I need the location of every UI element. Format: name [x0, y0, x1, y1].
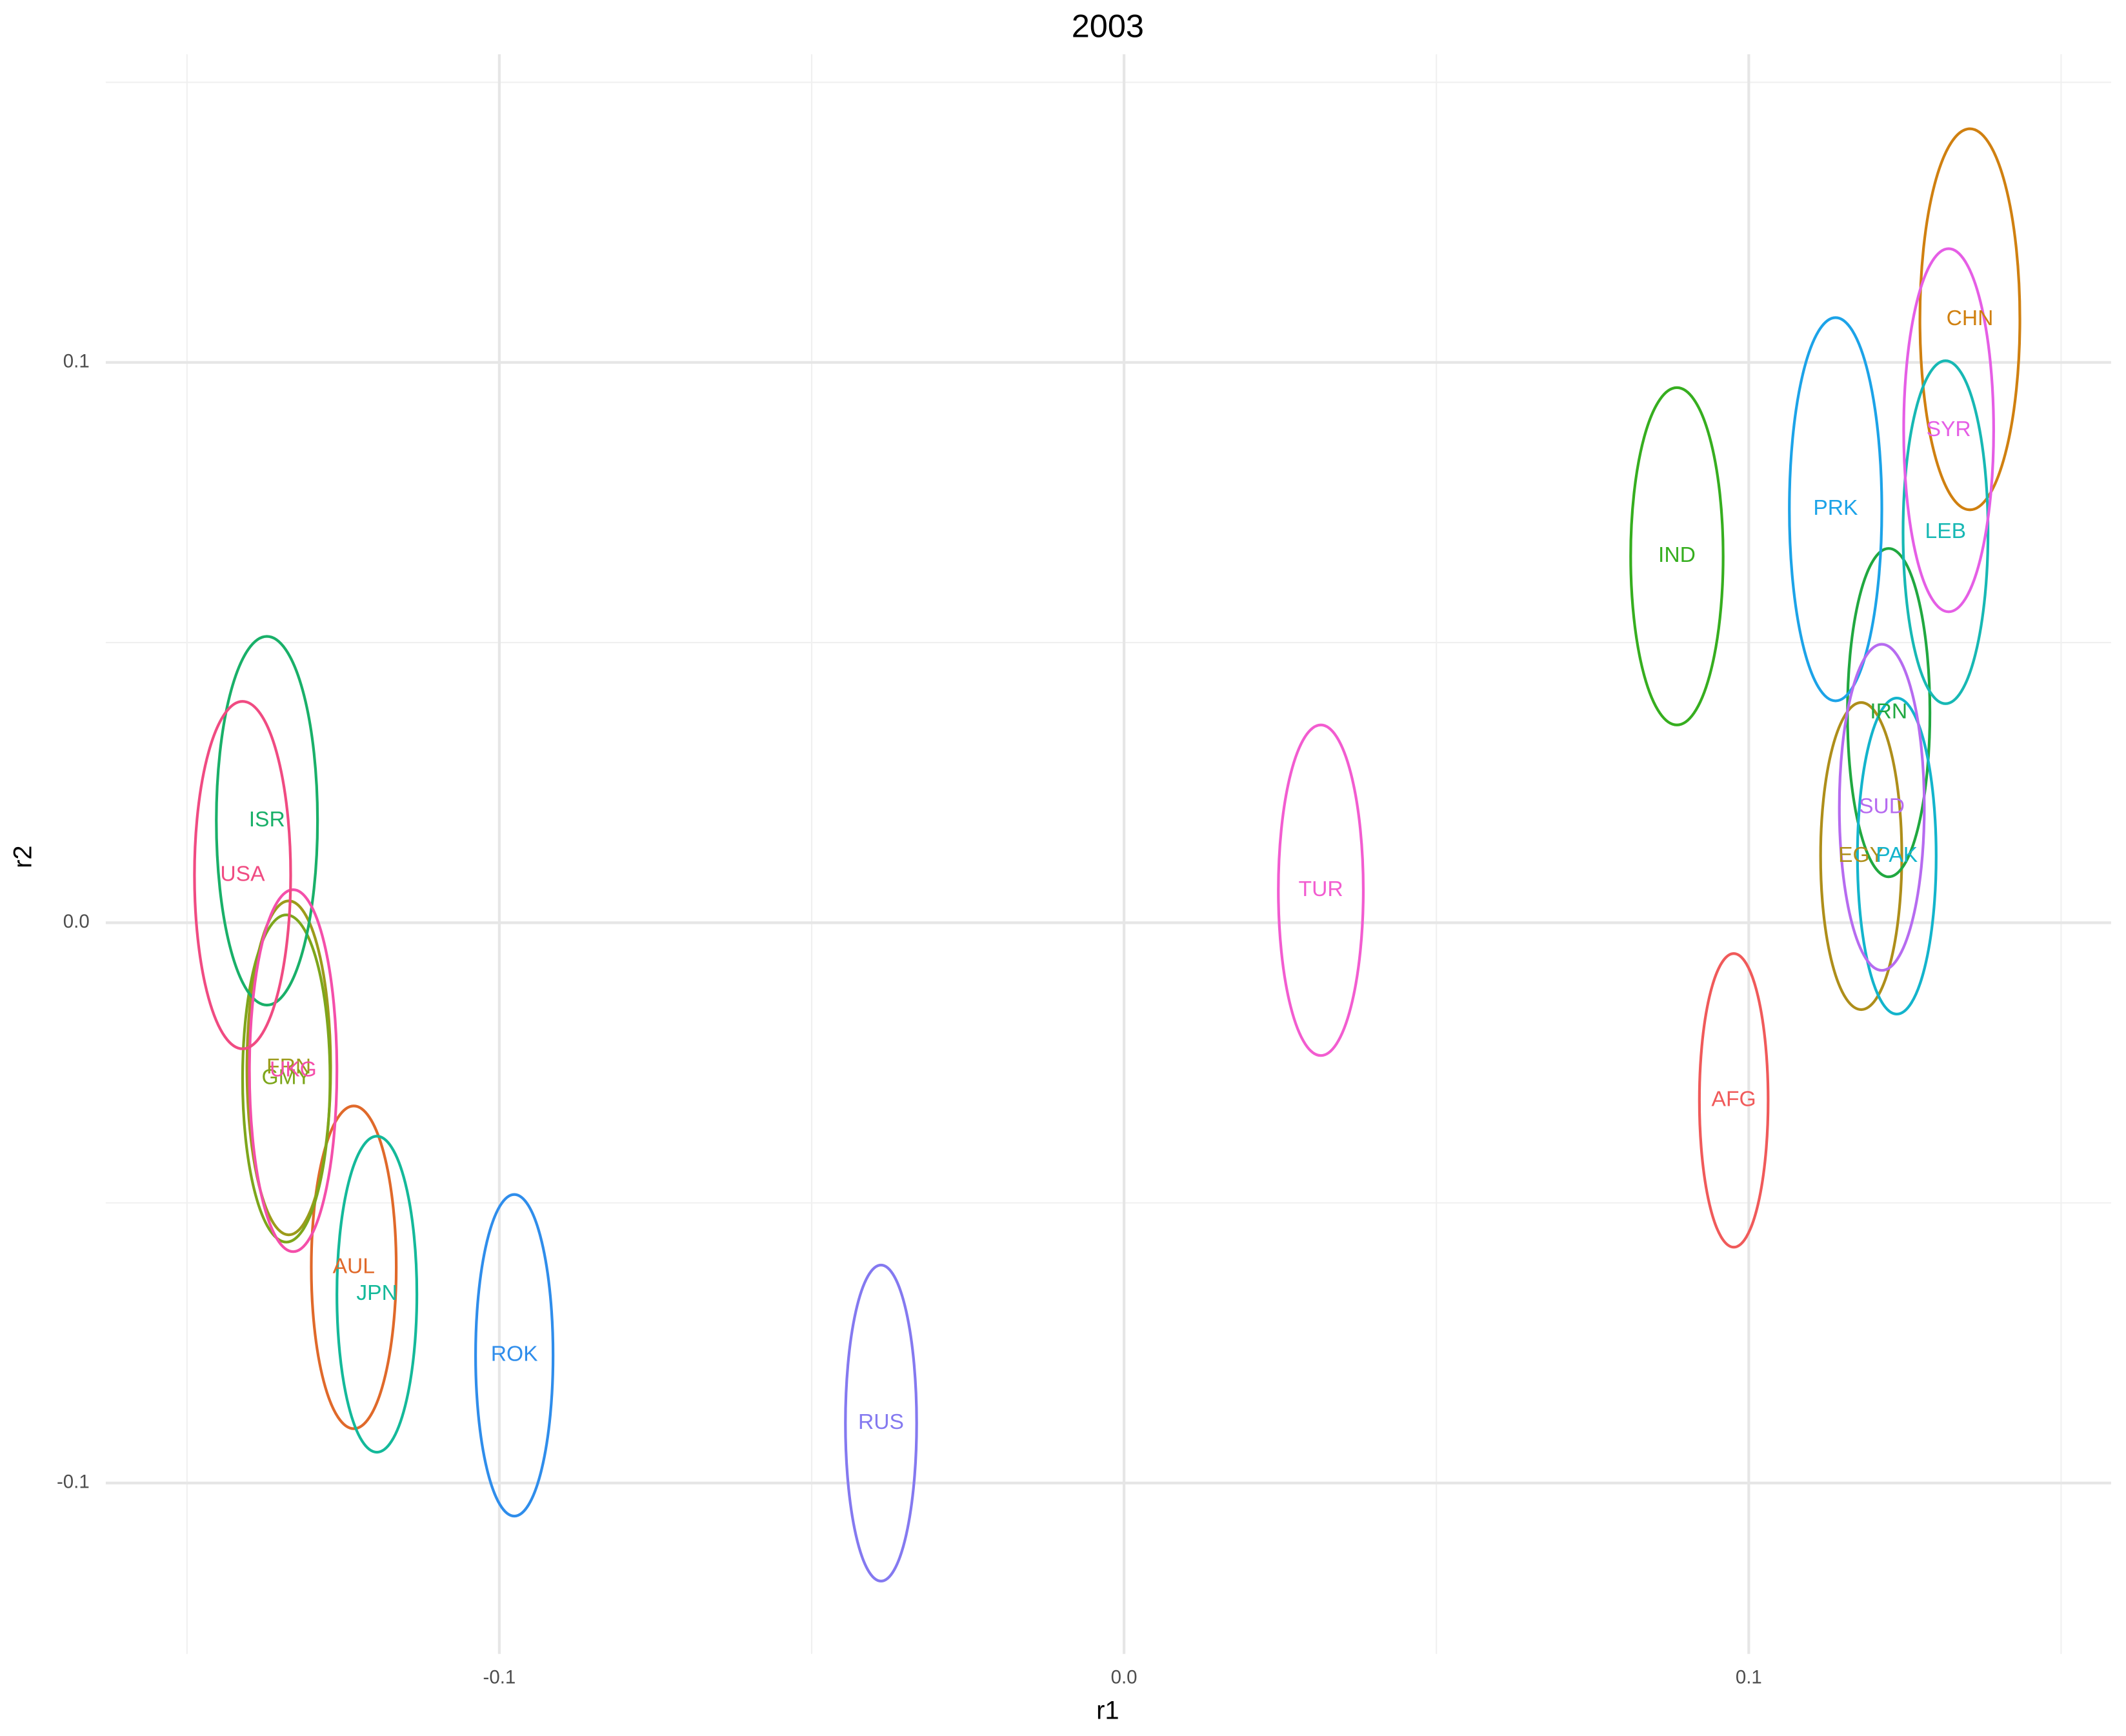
- confidence-ellipse: [241, 913, 332, 1244]
- confidence-ellipse: [336, 1135, 419, 1454]
- country-label: LEB: [1925, 519, 1967, 543]
- y-tick-label: 0.0: [63, 911, 90, 932]
- confidence-ellipse: [248, 888, 339, 1253]
- x-tick-label: -0.1: [483, 1666, 516, 1688]
- x-tick-label: 0.0: [1111, 1666, 1138, 1688]
- country-label: USA: [220, 862, 265, 886]
- confidence-ellipse: [1819, 701, 1903, 1012]
- country-label: SYR: [1927, 417, 1971, 441]
- country-label: PRK: [1813, 496, 1858, 520]
- confidence-ellipse: [474, 1193, 555, 1518]
- country-label: ISR: [249, 808, 285, 832]
- y-tick-label: -0.1: [57, 1472, 90, 1493]
- country-label: JPN: [356, 1281, 397, 1305]
- confidence-ellipse: [1901, 359, 1990, 705]
- country-label: FRN: [266, 1055, 311, 1079]
- confidence-ellipse: [1277, 723, 1365, 1057]
- country-label: CHN: [1947, 306, 1994, 330]
- chart-title: 2003: [1072, 8, 1144, 45]
- confidence-ellipse: [1838, 643, 1926, 972]
- confidence-ellipse: [1629, 386, 1725, 726]
- y-axis-label: r2: [8, 845, 37, 868]
- country-label: EGY: [1838, 843, 1884, 867]
- confidence-ellipse: [193, 700, 292, 1050]
- confidence-ellipse: [1856, 696, 1938, 1016]
- confidence-ellipse: [844, 1263, 918, 1582]
- confidence-ellipse: [215, 635, 319, 1007]
- y-tick-label: 0.1: [63, 351, 90, 372]
- country-label: UKG: [270, 1058, 317, 1082]
- country-label: AUL: [333, 1254, 375, 1278]
- country-label: PAK: [1876, 843, 1918, 867]
- country-label: ROK: [491, 1342, 538, 1366]
- country-label: TUR: [1299, 877, 1343, 901]
- country-label: IND: [1658, 543, 1696, 567]
- confidence-ellipse: [1902, 247, 1995, 614]
- country-label: IRN: [1870, 700, 1907, 724]
- confidence-ellipse: [1788, 316, 1883, 703]
- confidence-ellipse: [1918, 127, 2021, 512]
- country-label: RUS: [858, 1410, 904, 1434]
- confidence-ellipse: [1698, 952, 1770, 1249]
- country-label: SUD: [1859, 794, 1905, 818]
- country-label: AFG: [1712, 1088, 1756, 1112]
- x-tick-label: 0.1: [1736, 1666, 1762, 1688]
- country-label: GMY: [261, 1066, 311, 1090]
- x-axis-label: r1: [1096, 1697, 1119, 1725]
- grid: -0.1 0.0 0.1 -0.1 0.0 0.1: [57, 54, 2111, 1688]
- confidence-ellipse: [310, 1104, 398, 1430]
